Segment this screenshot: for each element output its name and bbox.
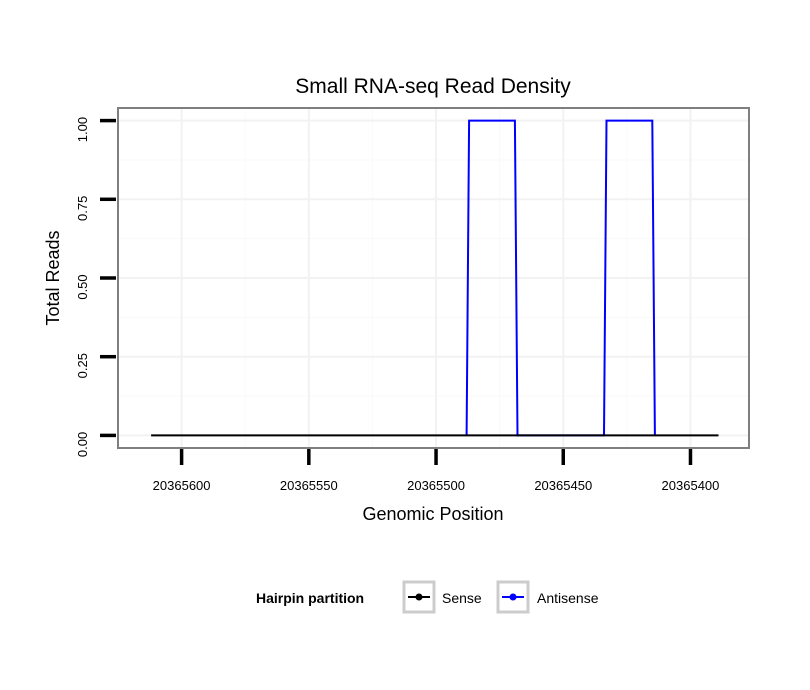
- series-layer: [151, 119, 719, 437]
- y-tick-label-1: 0.25: [75, 353, 90, 378]
- y-tick-label-4: 1.00: [75, 117, 90, 142]
- chart-title: Small RNA-seq Read Density: [295, 75, 571, 98]
- y-axis-title: Total Reads: [43, 230, 63, 325]
- x-axis-title: Genomic Position: [362, 504, 503, 524]
- x-tick-label-2: 20365500: [407, 478, 465, 493]
- legend-key-antisense: Antisense: [496, 580, 599, 614]
- legend-key-point-sense: [415, 593, 423, 601]
- legend-key-point-antisense: [509, 593, 517, 601]
- x-axis: 20365600 20365550 20365500 20365450 20365400: [153, 449, 720, 493]
- y-tick-label-2: 0.50: [75, 274, 90, 299]
- legend-title: Hairpin partition: [256, 590, 364, 606]
- y-tick-label-3: 0.75: [75, 196, 90, 221]
- x-tick-label-4: 20365400: [662, 478, 720, 493]
- x-tick-label-3: 20365450: [534, 478, 592, 493]
- x-tick-label-0: 20365600: [153, 478, 211, 493]
- legend-label-antisense: Antisense: [537, 590, 599, 606]
- y-axis: 0.00 0.25 0.50 0.75 1.00: [75, 117, 116, 457]
- grid-minor: [118, 108, 749, 448]
- x-tick-label-1: 20365550: [280, 478, 338, 493]
- plot-panel-border: [117, 107, 750, 449]
- legend-label-sense: Sense: [442, 590, 482, 606]
- legend: Hairpin partition Sense Antisense: [256, 580, 599, 614]
- y-tick-label-0: 0.00: [75, 432, 90, 457]
- legend-key-sense: Sense: [402, 580, 482, 614]
- grid-major: [118, 108, 749, 448]
